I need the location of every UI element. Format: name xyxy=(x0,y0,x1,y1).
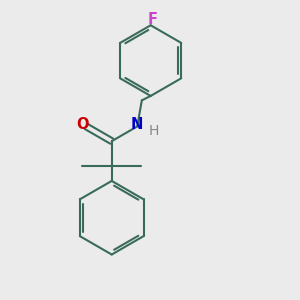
Text: H: H xyxy=(148,124,159,138)
Text: F: F xyxy=(147,13,157,28)
Text: N: N xyxy=(131,118,143,133)
Text: O: O xyxy=(76,118,89,133)
